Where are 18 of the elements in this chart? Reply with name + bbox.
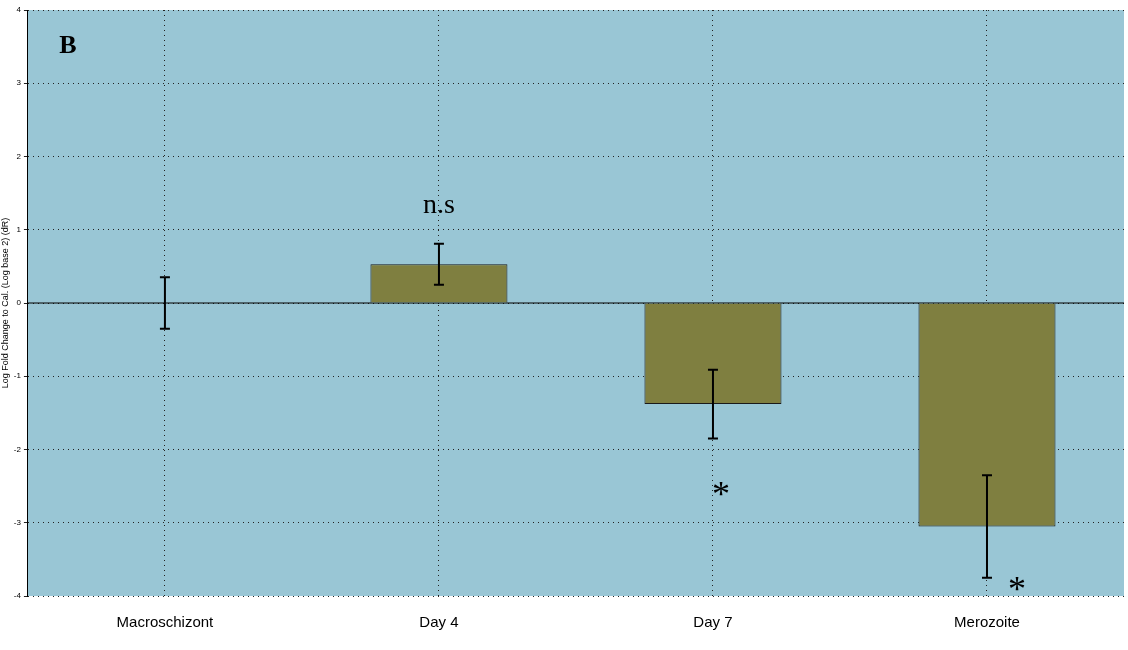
y-tick-label: 4 bbox=[16, 5, 22, 15]
x-tick-label: Macroschizont bbox=[116, 613, 215, 631]
annotation: * bbox=[1007, 569, 1026, 610]
annotation: B bbox=[59, 29, 77, 59]
y-tick-label: -1 bbox=[13, 371, 22, 381]
x-tick-label: Day 4 bbox=[419, 613, 459, 631]
y-tick-label: 3 bbox=[16, 78, 22, 88]
y-axis-title: Log Fold Change to Cal. (Log base 2) (dR) bbox=[0, 217, 10, 389]
y-tick-label: -3 bbox=[13, 517, 22, 527]
x-tick-label: Merozoite bbox=[954, 613, 1020, 631]
annotation: n.s bbox=[422, 188, 455, 220]
annotation: * bbox=[711, 473, 730, 514]
y-tick-label: 2 bbox=[16, 151, 22, 161]
y-tick-label: -4 bbox=[13, 591, 22, 601]
y-tick-label: -2 bbox=[13, 444, 22, 454]
y-tick-label: 0 bbox=[16, 298, 22, 308]
x-tick-label: Day 7 bbox=[693, 613, 733, 631]
y-tick-label: 1 bbox=[16, 224, 22, 234]
